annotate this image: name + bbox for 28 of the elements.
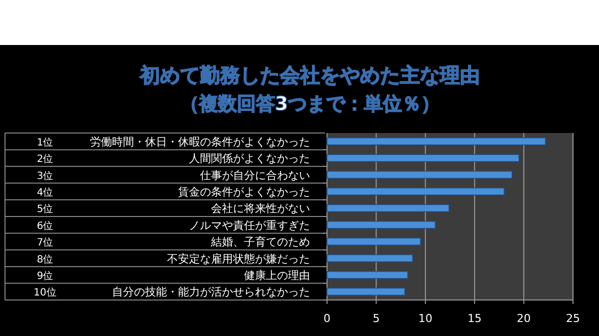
bar <box>326 154 520 162</box>
x-tick-label: 25 <box>566 312 580 325</box>
bar <box>326 288 406 296</box>
category-label: 8位 不安定な雇用状態が嫌だった <box>36 252 310 266</box>
bar <box>326 271 408 279</box>
category-label: 3位 仕事が自分に合わない <box>36 168 310 182</box>
category-label: 5位 会社に将来性がない <box>36 202 310 216</box>
chart-title: 初めて勤務した会社をやめた主な理由 <box>139 63 480 87</box>
x-tick-label: 10 <box>418 312 432 325</box>
bar <box>326 254 414 262</box>
bar <box>326 204 450 212</box>
bar <box>326 238 421 246</box>
category-label: 1位 労働時間・休日・休暇の条件がよくなかった <box>36 135 310 148</box>
bar <box>326 170 512 179</box>
category-label: 10位 自分の技能・能力が活かせられなかった <box>34 286 310 299</box>
bar <box>326 188 505 196</box>
category-label: 4位 賃金の条件がよくなかった <box>36 185 310 198</box>
x-tick-label: 20 <box>516 312 531 325</box>
category-label: 7位 結婚、子育てのため <box>36 236 310 249</box>
bar <box>326 220 436 229</box>
chart-subtitle: （複数回答3つまで：単位％） <box>180 93 440 115</box>
x-tick-label: 0 <box>324 312 330 325</box>
category-label: 9位 健康上の理由 <box>36 268 310 282</box>
category-label: 6位 ノルマや責任が重すぎた <box>36 218 310 232</box>
x-tick-label: 15 <box>468 312 482 325</box>
bar <box>326 137 546 146</box>
x-tick-label: 5 <box>372 312 380 325</box>
category-label: 2位 人間関係がよくなかった <box>36 152 310 166</box>
